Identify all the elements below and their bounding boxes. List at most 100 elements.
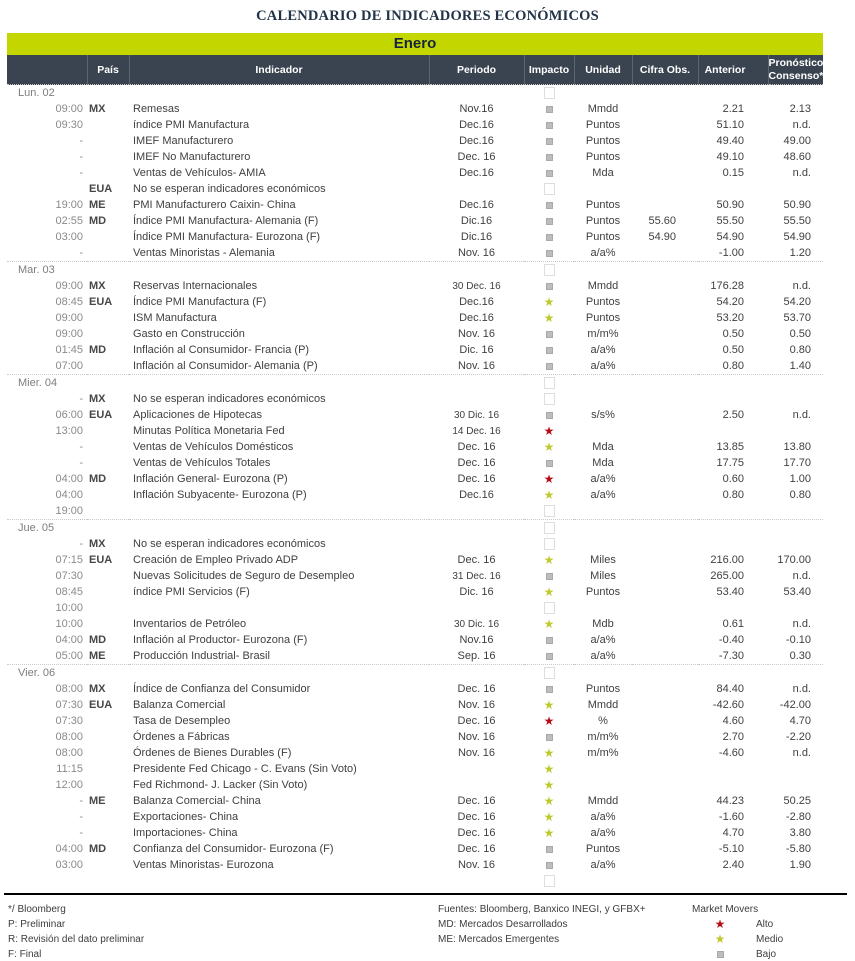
pronostico-cell: 50.25 xyxy=(783,795,811,807)
cifra-obs-cell xyxy=(632,310,698,326)
cifra-obs-cell xyxy=(632,117,698,133)
pronostico-cell xyxy=(768,181,823,197)
anterior-cell: 54.20 xyxy=(716,296,744,308)
unidad-cell xyxy=(574,536,632,552)
periodo-cell: Dec. 16 xyxy=(457,843,496,855)
periodo-cell: Dec.16 xyxy=(459,296,494,308)
indicator-row: - Ventas de Vehículos- AMIA Dec.16 Mda 0.15 n… xyxy=(7,165,823,181)
hora-cell: 04:00 xyxy=(55,634,83,646)
periodo-cell: Dec.16 xyxy=(459,312,494,324)
pronostico-cell: n.d. xyxy=(792,683,811,695)
impact-low-square-icon xyxy=(545,121,553,129)
hora-cell: 19:00 xyxy=(55,505,83,517)
impacto-cell: ★ xyxy=(524,552,574,568)
cifra-obs-cell xyxy=(632,165,698,181)
anterior-cell: 49.40 xyxy=(716,135,744,147)
anterior-cell: 2.40 xyxy=(722,859,744,871)
pais-cell: MX xyxy=(89,538,106,550)
day-row-filler xyxy=(574,519,823,536)
periodo-cell: Dec. 16 xyxy=(457,795,496,807)
hora-cell: - xyxy=(79,247,83,259)
indicator-row: 03:00 Ventas Minoristas- Eurozona Nov. 16 a… xyxy=(7,857,823,873)
indicator-row: - Importaciones- China Dec. 16 ★ a/a% 4.70 3.8… xyxy=(7,825,823,841)
cifra-obs-cell xyxy=(632,294,698,310)
unidad-cell: a/a% xyxy=(590,634,616,646)
anterior-cell: 17.75 xyxy=(716,457,744,469)
footer-note: F: Final xyxy=(8,949,42,960)
indicator-row: 19:00 ME PMI Manufacturero Caixin- China De… xyxy=(7,197,823,213)
impacto-cell: ★ xyxy=(524,487,574,503)
anterior-cell: 0.80 xyxy=(722,489,744,501)
day-row-filler xyxy=(574,374,823,391)
indicador-cell: Órdenes de Bienes Durables (F) xyxy=(133,747,292,759)
footer-source-note: MD: Mercados Desarrollados xyxy=(438,919,568,930)
impacto-cell: ★ xyxy=(524,825,574,841)
cifra-obs-cell xyxy=(632,857,698,873)
indicator-row: 08:45 EUA Índice PMI Manufactura (F) Dec.16… xyxy=(7,294,823,310)
impact-low-square-icon xyxy=(545,249,553,257)
indicador-cell: Nuevas Solicitudes de Seguro de Desemple… xyxy=(133,570,355,582)
pronostico-cell: 1.20 xyxy=(789,247,811,259)
day-label: Lun. 02 xyxy=(7,84,524,101)
pais-cell: EUA xyxy=(89,409,113,421)
unidad-cell: a/a% xyxy=(590,360,616,372)
impacto-cell: ★ xyxy=(524,713,574,729)
hora-cell: 07:30 xyxy=(55,715,83,727)
unidad-cell: Puntos xyxy=(585,312,621,324)
periodo-cell: 31 Dec. 16 xyxy=(452,570,501,582)
periodo-cell xyxy=(429,181,524,197)
indicador-cell: Ventas de Vehículos Domésticos xyxy=(133,441,294,453)
pais-cell xyxy=(87,358,129,375)
legend-item: ★ Alto xyxy=(692,917,848,932)
cifra-obs-cell xyxy=(632,777,698,793)
indicator-row: 07:30 Tasa de Desempleo Dec. 16 ★% 4.60 4.70 xyxy=(7,713,823,729)
unidad-cell: a/a% xyxy=(590,811,616,823)
pronostico-cell: 48.60 xyxy=(783,151,811,163)
hora-cell: 13:00 xyxy=(55,425,83,437)
indicator-row: 13:00 Minutas Política Monetaria Fed 14 De… xyxy=(7,423,823,439)
impact-low-square-icon xyxy=(545,282,553,290)
hora-cell: 04:00 xyxy=(55,473,83,485)
indicador-cell: Ventas Minoristas- Eurozona xyxy=(133,859,274,871)
anterior-cell: 53.20 xyxy=(716,312,744,324)
cifra-obs-cell xyxy=(632,439,698,455)
impact-medium-star-icon: ★ xyxy=(543,745,555,760)
indicator-row: - MX No se esperan indicadores económicos xyxy=(7,391,823,407)
pais-cell: EUA xyxy=(89,296,113,308)
hora-cell: 10:00 xyxy=(55,618,83,630)
cifra-obs-cell xyxy=(632,326,698,342)
impact-high-star-icon: ★ xyxy=(714,917,726,931)
indicator-row: 07:15 EUA Creación de Empleo Privado ADP De… xyxy=(7,552,823,568)
impact-low-square-icon xyxy=(545,137,553,145)
pronostico-cell xyxy=(768,600,823,616)
pais-cell xyxy=(87,503,129,520)
pronostico-cell xyxy=(768,503,823,520)
anterior-cell: 0.50 xyxy=(722,328,744,340)
periodo-cell: Dic.16 xyxy=(460,215,493,227)
legend-label: Bajo xyxy=(756,949,777,960)
impact-low-square-icon xyxy=(716,950,724,958)
cifra-obs-cell xyxy=(632,745,698,761)
unidad-cell: s/s% xyxy=(591,409,615,421)
indicator-row: 07:30 EUA Balanza Comercial Nov. 16 ★ Mmdd -42… xyxy=(7,697,823,713)
hora-cell xyxy=(7,181,87,197)
indicator-row: 05:00 ME Producción Industrial- Brasil Sep.… xyxy=(7,648,823,665)
impacto-cell xyxy=(524,197,574,213)
pronostico-cell: 1.40 xyxy=(789,360,811,372)
indicator-row: EUA No se esperan indicadores económicos xyxy=(7,181,823,197)
impact-low-square-icon xyxy=(545,636,553,644)
pronostico-cell: 0.50 xyxy=(789,328,811,340)
periodo-cell: Dec. 16 xyxy=(457,457,496,469)
hora-cell: 09:00 xyxy=(55,103,83,115)
periodo-cell: Nov. 16 xyxy=(457,747,496,759)
indicator-row: 04:00 Inflación Subyacente- Eurozona (P) D… xyxy=(7,487,823,503)
impact-empty-box-icon xyxy=(543,522,555,535)
day-row-filler xyxy=(574,664,823,681)
impacto-cell xyxy=(524,261,574,278)
indicator-row: - Exportaciones- China Dec. 16 ★ a/a% -1.60 -2… xyxy=(7,809,823,825)
periodo-cell: Nov. 16 xyxy=(457,328,496,340)
indicator-row: 12:00 Fed Richmond- J. Lacker (Sin Voto) ★ xyxy=(7,777,823,793)
impacto-cell: ★ xyxy=(524,761,574,777)
impacto-cell xyxy=(524,503,574,520)
cifra-obs-cell xyxy=(632,600,698,616)
